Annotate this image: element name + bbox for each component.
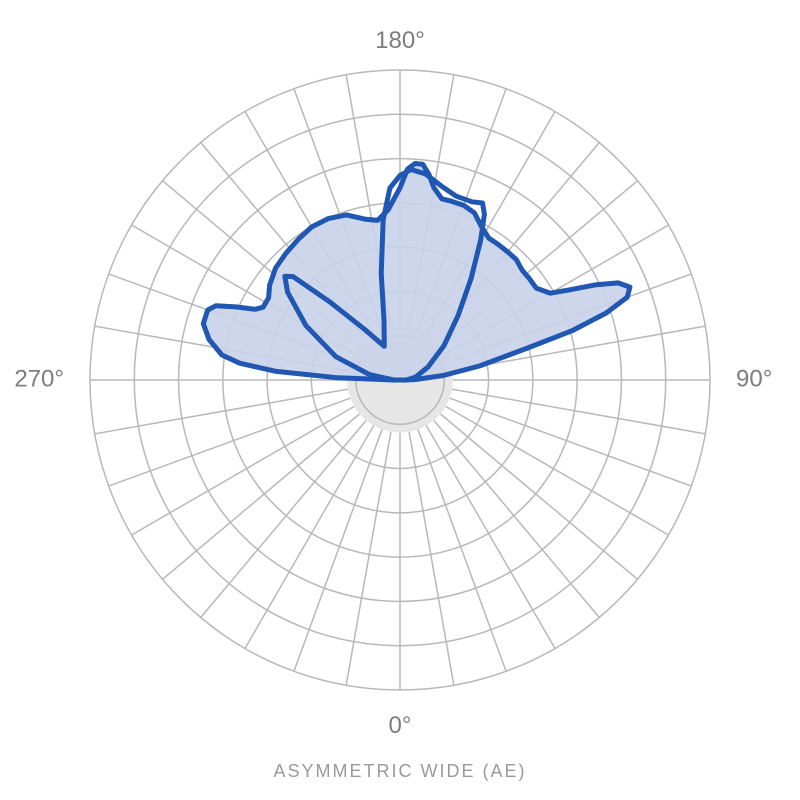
chart-caption: ASYMMETRIC WIDE (AE) [0, 761, 800, 782]
svg-text:0°: 0° [389, 712, 412, 739]
polar-chart-container: 0° 90° 180° 270° ASYMMETRIC WIDE (AE) [0, 0, 800, 800]
polar-chart-svg: 0° 90° 180° 270° [0, 0, 800, 800]
svg-text:270°: 270° [14, 365, 64, 392]
svg-text:180°: 180° [375, 27, 425, 54]
svg-text:90°: 90° [736, 365, 772, 392]
